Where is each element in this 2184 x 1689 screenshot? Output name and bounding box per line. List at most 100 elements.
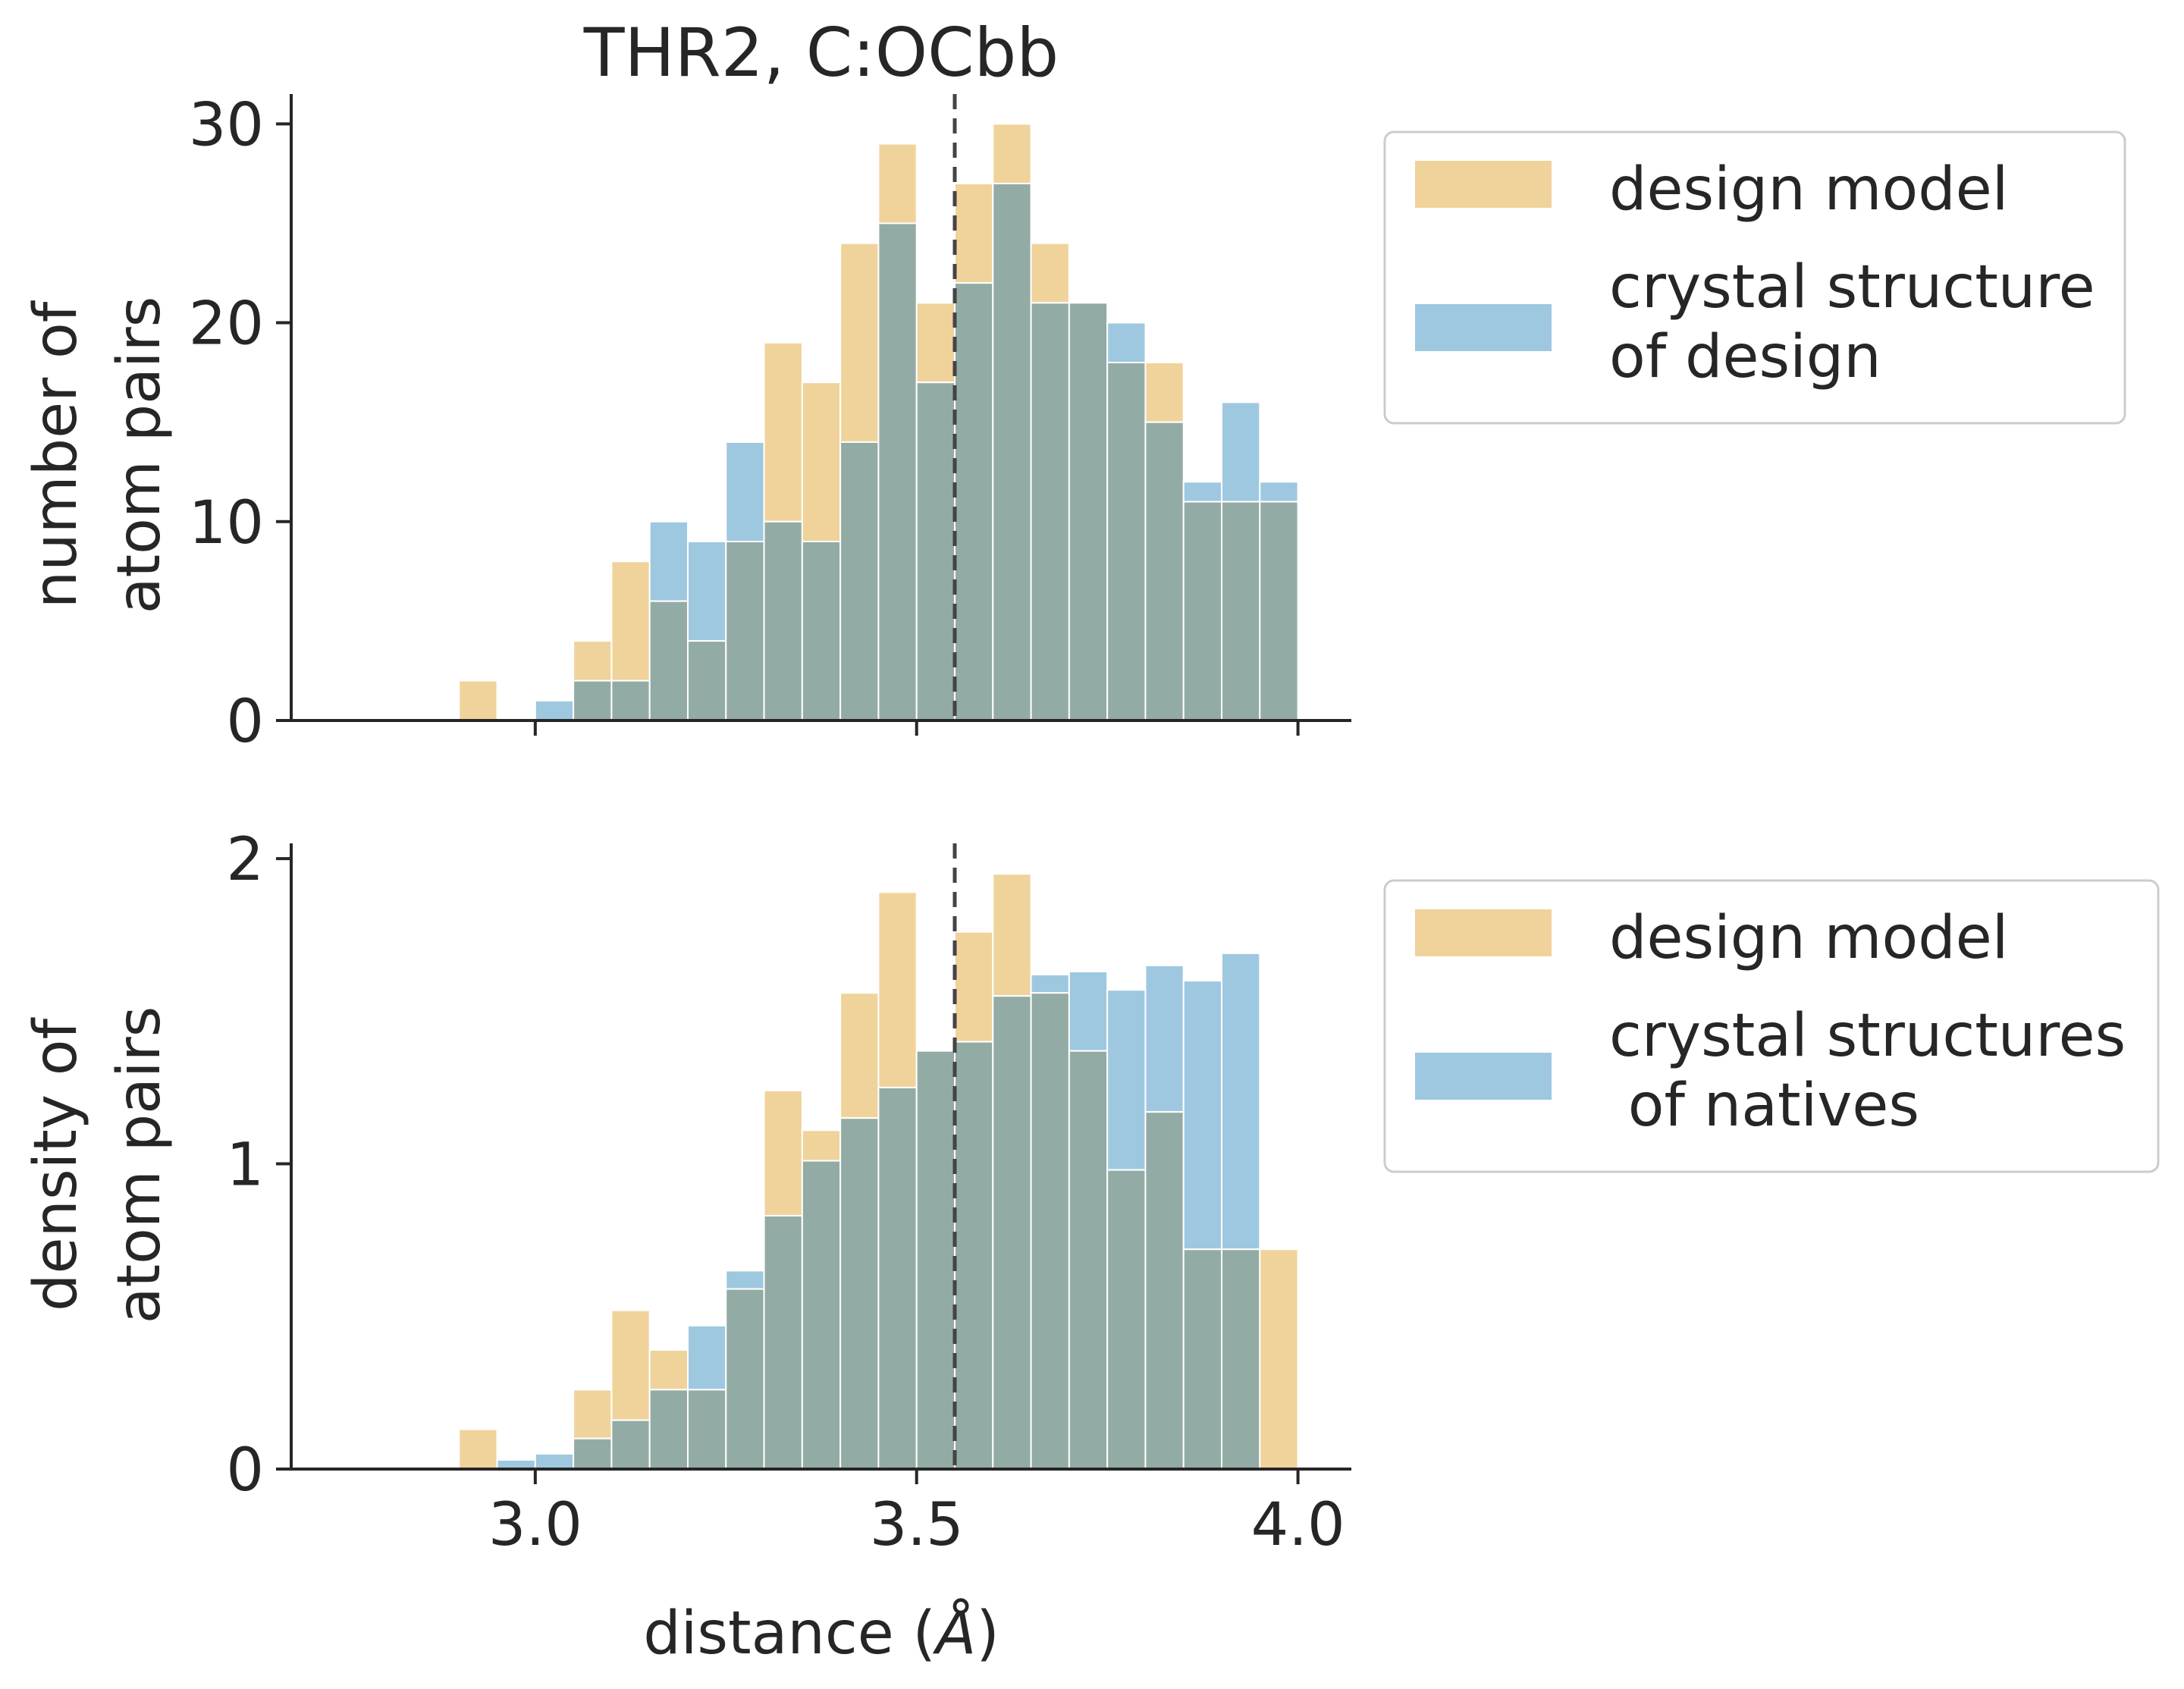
crystal-bar-bin-6 [686,1324,727,1391]
overlap-bar-bin-6 [686,1389,727,1470]
overlap-bar-bin-5 [648,600,689,722]
overlap-bar-bin-16 [1068,302,1109,722]
design-bar-bin-13 [954,931,994,1043]
bottom-axes: 0 1 2 3.0 3.5 4.0 [226,826,1351,1559]
y-tick-label: 2 [226,826,264,894]
legend-label-line: of design [1609,323,1881,391]
legend-label-line: of natives [1609,1072,1919,1140]
overlap-bar-bin-12 [915,381,956,721]
overlap-bar-bin-20 [1221,501,1261,721]
crystal-bar-bin-18 [1144,964,1185,1113]
overlap-bar-bin-16 [1068,1050,1109,1471]
legend-swatch-crystal [1415,304,1552,351]
overlap-bar-bin-18 [1144,1111,1185,1471]
bottom-bars [458,873,1299,1471]
design-bar-bin-11 [877,143,918,224]
overlap-bar-bin-14 [992,995,1032,1470]
y-tick-label: 20 [189,290,264,359]
crystal-bar-bin-6 [686,541,727,642]
overlap-bar-bin-3 [573,680,613,721]
overlap-bar-bin-21 [1259,501,1299,721]
overlap-bar-bin-19 [1182,1248,1223,1470]
top-bars [458,123,1299,722]
design-bar-bin-15 [1030,242,1070,304]
overlap-bar-bin-7 [725,1288,765,1471]
design-bar-bin-14 [992,123,1032,184]
design-bar-bin-10 [839,242,880,443]
x-axis-label-unit: Å [932,1598,976,1668]
top-legend: design model crystal structure of design [1383,130,2126,425]
legend-label-design: design model [1609,155,2008,224]
overlap-bar-bin-12 [915,1050,956,1471]
crystal-bar-bin-21 [1259,481,1299,503]
design-bar-bin-3 [573,1389,613,1439]
overlap-bar-bin-11 [877,1086,918,1470]
bottom-panel: 0 1 2 3.0 3.5 4.0 density of atom pairs desig… [22,826,2160,1559]
crystal-bar-bin-20 [1221,401,1261,503]
design-bar-bin-8 [763,1089,803,1217]
overlap-bar-bin-4 [610,1419,651,1470]
legend-label-line: crystal structure [1609,253,2095,322]
overlap-bar-bin-10 [839,441,880,722]
design-bar-bin-18 [1144,362,1185,423]
overlap-bar-bin-3 [573,1437,613,1471]
design-bar-bin-9 [801,1129,842,1162]
overlap-bar-bin-9 [801,1160,842,1471]
overlap-bar-bin-13 [954,1041,994,1470]
overlap-bar-bin-15 [1030,992,1070,1470]
design-bar-bin-5 [648,1349,689,1391]
overlap-bar-bin-20 [1221,1248,1261,1470]
crystal-bar-bin-7 [725,441,765,543]
x-tick-label: 3.5 [870,1491,964,1559]
design-bar-bin-10 [839,992,880,1119]
design-bar-bin-9 [801,381,842,542]
design-bar-bin-0 [458,1428,498,1471]
overlap-bar-bin-9 [801,541,842,721]
overlap-bar-bin-6 [686,640,727,721]
y-tick-label: 30 [189,91,264,159]
design-bar-bin-0 [458,680,498,721]
crystal-bar-bin-2 [534,1452,575,1471]
crystal-bar-bin-7 [725,1270,765,1290]
crystal-bar-bin-17 [1106,322,1147,363]
legend-label-crystal: crystal structure of design [1609,253,2095,391]
overlap-bar-bin-8 [763,1214,803,1470]
crystal-bar-bin-16 [1068,971,1109,1052]
design-bar-bin-4 [610,1309,651,1421]
bottom-ylabel-line2: atom pairs [105,1006,174,1324]
top-ylabel-line2: atom pairs [105,297,174,614]
x-tick-label: 4.0 [1251,1491,1345,1559]
design-bar-bin-4 [610,560,651,682]
crystal-bar-bin-15 [1030,974,1070,994]
x-axis-label: distance (Å) [643,1598,999,1668]
chart-title: THR2, C:OCbb [583,14,1059,92]
design-bar-bin-3 [573,640,613,682]
crystal-bar-bin-20 [1221,952,1261,1251]
legend-label-design: design model [1609,904,2008,972]
crystal-bar-bin-5 [648,520,689,602]
design-bar-bin-12 [915,302,956,384]
overlap-bar-bin-17 [1106,362,1147,721]
overlap-bar-bin-4 [610,680,651,721]
crystal-bar-bin-19 [1182,980,1223,1251]
crystal-bar-bin-19 [1182,481,1223,503]
legend-swatch-design [1415,909,1552,956]
overlap-bar-bin-5 [648,1389,689,1470]
legend-label-line: crystal structures [1609,1002,2126,1070]
legend-label-natives: crystal structures of natives [1609,1002,2126,1140]
design-bar-bin-13 [954,183,994,284]
bottom-ylabel-line1: density of [22,1017,90,1311]
overlap-bar-bin-15 [1030,302,1070,722]
overlap-bar-bin-8 [763,520,803,721]
design-bar-bin-8 [763,341,803,523]
top-panel: 0 10 20 30 number of atom pairs design mode… [22,91,2126,756]
overlap-bar-bin-7 [725,541,765,721]
design-bar-bin-21 [1259,1248,1299,1470]
legend-swatch-design [1415,161,1552,208]
y-tick-label: 0 [226,688,264,756]
overlap-bar-bin-14 [992,183,1032,721]
crystal-bar-bin-17 [1106,989,1147,1171]
overlap-bar-bin-11 [877,222,918,721]
crystal-bar-bin-2 [534,699,575,721]
